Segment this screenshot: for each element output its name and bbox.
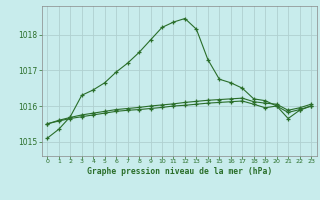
X-axis label: Graphe pression niveau de la mer (hPa): Graphe pression niveau de la mer (hPa) [87,167,272,176]
